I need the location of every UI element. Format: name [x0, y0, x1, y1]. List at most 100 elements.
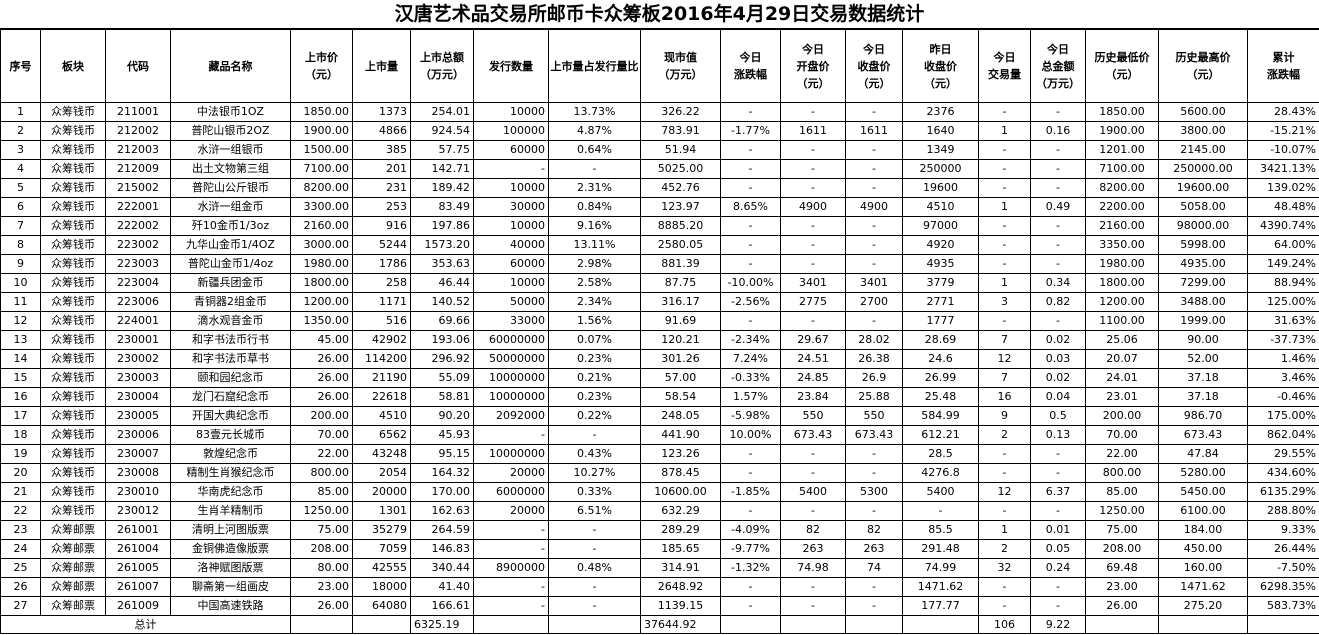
column-header: 板块 — [40, 29, 106, 103]
table-cell: - — [720, 444, 781, 464]
column-header: 历史最高价 （元） — [1158, 29, 1248, 103]
table-cell: 0.05 — [1030, 539, 1086, 559]
table-cell: 88.94% — [1247, 273, 1319, 293]
table-cell: 125.00% — [1247, 292, 1319, 312]
table-cell: 9.16% — [548, 216, 641, 236]
table-cell: 众筹钱币 — [40, 140, 106, 160]
table-cell: - — [845, 311, 903, 331]
table-cell: 783.91 — [640, 121, 721, 141]
table-row: 4 众筹钱币 212009 出土文物第三组 7100.00 201 142.71- -5025… — [0, 159, 1319, 179]
column-header: 序号 — [0, 29, 41, 103]
table-cell: 250000.00 — [1158, 159, 1248, 179]
table-cell: 20.07 — [1085, 349, 1159, 369]
table-cell: 3401 — [845, 273, 903, 293]
table-cell: 青铜器2组金币 — [170, 292, 291, 312]
table-cell: 众筹钱币 — [40, 406, 106, 426]
table-cell: - — [1030, 577, 1086, 597]
table-cell: 261001 — [105, 520, 171, 540]
table-cell: 2160.00 — [290, 216, 353, 236]
table-cell: 2145.00 — [1158, 140, 1248, 160]
table-cell: 58.54 — [640, 387, 721, 407]
table-cell: 166.61 — [410, 596, 474, 616]
table-cell: 22.00 — [290, 444, 353, 464]
table-cell: - — [548, 577, 641, 597]
table-cell: 4510 — [352, 406, 411, 426]
table-row: 9 众筹钱币 223003 普陀山金币1/4oz 1980.00 1786 353.63 60… — [0, 254, 1319, 274]
table-cell: 3 — [0, 140, 41, 160]
table-cell: 聊斋第一组画皮 — [170, 577, 291, 597]
table-cell: 139.02% — [1247, 178, 1319, 198]
trading-data-table: 序号 板块 代码 藏品名称 上市价 （元） 上市量 上市总额 （万元） 发行数量 上市量占发行量比现… — [0, 29, 1319, 634]
table-cell: 23.00 — [290, 577, 353, 597]
table-cell: -0.46% — [1247, 387, 1319, 407]
table-cell: - — [780, 159, 846, 179]
table-cell: 9 — [0, 254, 41, 274]
table-cell: 222002 — [105, 216, 171, 236]
table-row: 6 众筹钱币 222001 水浒一组金币 3300.00 253 83.49 30000 0.8… — [0, 197, 1319, 217]
table-cell: 1200.00 — [290, 292, 353, 312]
table-cell: 100000 — [473, 121, 549, 141]
table-cell: 40000 — [473, 235, 549, 255]
table-cell: - — [845, 444, 903, 464]
table-cell: 162.63 — [410, 501, 474, 521]
table-cell: 28.43% — [1247, 102, 1319, 122]
table-cell: 25.88 — [845, 387, 903, 407]
table-cell: - — [548, 596, 641, 616]
table-cell: 众筹钱币 — [40, 102, 106, 122]
table-cell: 敦煌纪念币 — [170, 444, 291, 464]
table-cell: 10000 — [473, 216, 549, 236]
table-cell: 0.21% — [548, 368, 641, 388]
table-cell: 水浒一组金币 — [170, 197, 291, 217]
totals-amount: 9.22 — [1030, 615, 1086, 634]
table-cell: 5058.00 — [1158, 197, 1248, 217]
table-cell: 51.94 — [640, 140, 721, 160]
table-cell: 26.00 — [290, 349, 353, 369]
table-cell: 5025.00 — [640, 159, 721, 179]
table-cell: 48.48% — [1247, 197, 1319, 217]
table-cell: 230010 — [105, 482, 171, 502]
table-cell: 1250.00 — [1085, 501, 1159, 521]
table-cell: 74.99 — [902, 558, 979, 578]
table-cell: 众筹钱币 — [40, 501, 106, 521]
table-cell: 230007 — [105, 444, 171, 464]
table-cell: - — [978, 178, 1031, 198]
table-cell: 26.00 — [290, 596, 353, 616]
table-cell: 33000 — [473, 311, 549, 331]
table-cell: 0.5 — [1030, 406, 1086, 426]
table-cell: 0.64% — [548, 140, 641, 160]
table-cell: 261007 — [105, 577, 171, 597]
table-cell: 50000 — [473, 292, 549, 312]
table-cell: 2.31% — [548, 178, 641, 198]
table-row: 14 众筹钱币 230002 和字书法币草书 26.00 114200 296.92 5000… — [0, 349, 1319, 369]
table-cell: 4390.74% — [1247, 216, 1319, 236]
table-cell: 149.24% — [1247, 254, 1319, 274]
table-cell: - — [902, 501, 979, 521]
table-cell: 24.85 — [780, 368, 846, 388]
table-cell: 0.48% — [548, 558, 641, 578]
column-header: 今日 收盘价 （元） — [845, 29, 903, 103]
table-cell: - — [780, 444, 846, 464]
table-cell: - — [845, 178, 903, 198]
table-cell: 29.55% — [1247, 444, 1319, 464]
table-cell: 和字书法币行书 — [170, 330, 291, 350]
table-cell: 146.83 — [410, 539, 474, 559]
table-cell: 众筹钱币 — [40, 159, 106, 179]
table-cell: 27 — [0, 596, 41, 616]
table-cell: - — [1030, 159, 1086, 179]
table-cell: 10000 — [473, 178, 549, 198]
table-cell: 24 — [0, 539, 41, 559]
table-cell: 263 — [780, 539, 846, 559]
table-cell: 4920 — [902, 235, 979, 255]
table-cell: - — [720, 140, 781, 160]
table-row: 10 众筹钱币 223004 新疆兵团金币 1800.00 258 46.44 10000 2.… — [0, 273, 1319, 293]
table-cell: 1200.00 — [1085, 292, 1159, 312]
table-cell: 13.11% — [548, 235, 641, 255]
table-cell: 85.00 — [1085, 482, 1159, 502]
table-cell: 2.58% — [548, 273, 641, 293]
table-cell: -2.34% — [720, 330, 781, 350]
table-cell: 3000.00 — [290, 235, 353, 255]
table-cell: - — [978, 577, 1031, 597]
table-cell: 83壹元长城币 — [170, 425, 291, 445]
table-cell: 248.05 — [640, 406, 721, 426]
table-cell: 75.00 — [290, 520, 353, 540]
